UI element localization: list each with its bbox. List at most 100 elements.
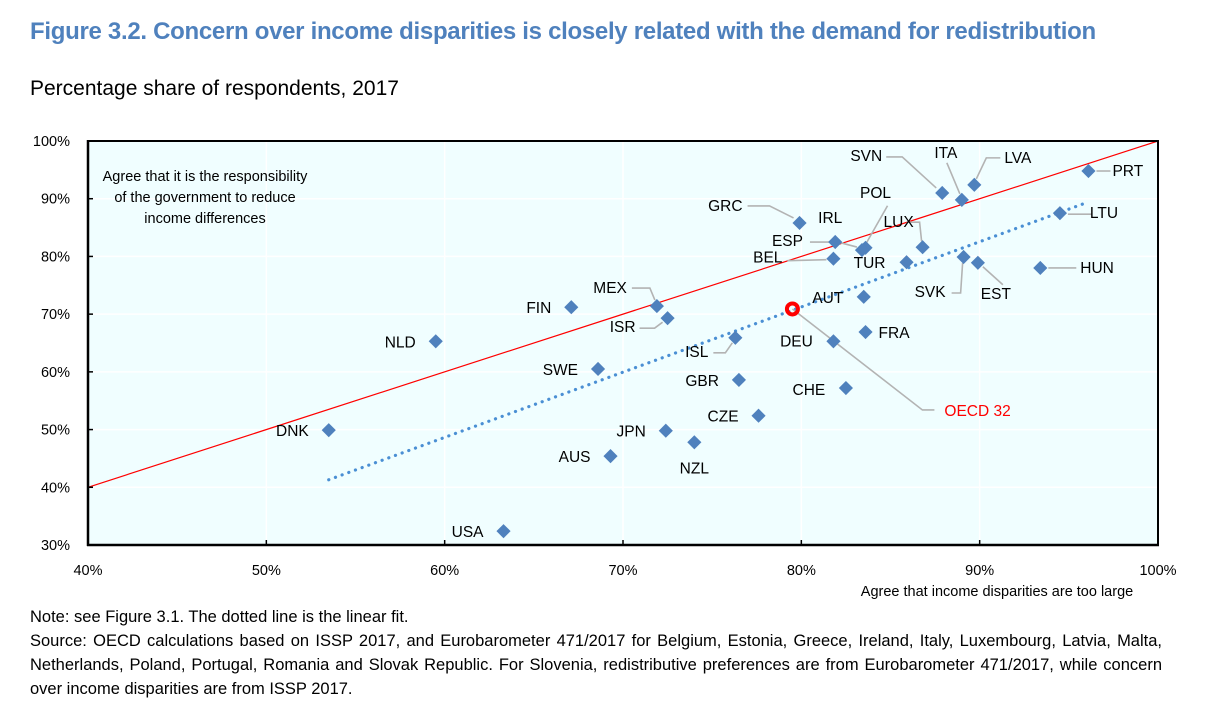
data-point-gbr bbox=[731, 372, 746, 388]
data-point-usa bbox=[496, 524, 511, 539]
y-axis-title-line: Agree that it is the responsibility bbox=[103, 169, 308, 185]
leader-line bbox=[865, 205, 889, 244]
y-tick-label: 100% bbox=[33, 134, 70, 150]
data-point-grc bbox=[792, 215, 807, 231]
x-tick-label: 90% bbox=[965, 563, 994, 579]
data-label-che: CHE bbox=[793, 382, 826, 399]
y-axis-title: Agree that it is the responsibility of th… bbox=[103, 169, 308, 227]
data-label-aus: AUS bbox=[559, 449, 591, 466]
data-label-svk: SVK bbox=[915, 284, 947, 301]
leader-line bbox=[747, 205, 794, 219]
data-point-jpn bbox=[658, 423, 673, 438]
data-label-fra: FRA bbox=[879, 325, 911, 342]
data-label-hun: HUN bbox=[1080, 260, 1114, 277]
data-label-svn: SVN bbox=[850, 148, 882, 165]
leader-line bbox=[946, 162, 961, 195]
data-label-grc: GRC bbox=[708, 198, 742, 215]
data-label-cze: CZE bbox=[708, 409, 739, 426]
data-point-dnk bbox=[321, 423, 336, 438]
data-label-aut: AUT bbox=[812, 290, 844, 307]
data-point-est bbox=[970, 255, 985, 270]
data-label-gbr: GBR bbox=[685, 373, 719, 390]
data-label-deu: DEU bbox=[780, 333, 813, 350]
leader-line bbox=[982, 266, 1004, 286]
data-label-isr: ISR bbox=[610, 319, 636, 336]
data-point-prt bbox=[1081, 163, 1096, 179]
leader-line bbox=[631, 287, 656, 301]
data-point-nzl bbox=[687, 435, 702, 450]
data-label-prt: PRT bbox=[1112, 163, 1143, 180]
data-labels: PRT LTU HUN LVA ITA SVN EST SVK LUX TUR POL ESP IRL B… bbox=[276, 145, 1144, 541]
y-tick-label: 90% bbox=[41, 192, 70, 208]
x-tick-label: 50% bbox=[252, 563, 281, 579]
data-label-lux: LUX bbox=[884, 214, 915, 231]
data-point-isl bbox=[728, 330, 743, 345]
figure-subtitle: Percentage share of respondents, 2017 bbox=[30, 77, 399, 100]
y-tick-label: 40% bbox=[41, 480, 70, 496]
data-label-fin: FIN bbox=[526, 300, 551, 317]
y-tick-label: 30% bbox=[41, 538, 70, 554]
y-tick-label: 50% bbox=[41, 423, 70, 439]
x-tick-label: 100% bbox=[1139, 563, 1176, 579]
data-point-cze bbox=[751, 408, 766, 423]
data-point-svn bbox=[935, 185, 950, 201]
leader-line bbox=[951, 262, 964, 294]
x-tick-label: 40% bbox=[73, 563, 102, 579]
data-points bbox=[321, 163, 1096, 539]
data-label-ita: ITA bbox=[934, 145, 958, 162]
leader-line bbox=[713, 342, 734, 354]
data-point-nld bbox=[428, 334, 443, 349]
x-tick-label: 60% bbox=[430, 563, 459, 579]
data-label-jpn: JPN bbox=[617, 424, 646, 441]
data-label-usa: USA bbox=[452, 524, 485, 541]
leader-line bbox=[639, 321, 664, 329]
data-point-deu bbox=[826, 334, 841, 349]
data-label-swe: SWE bbox=[543, 362, 578, 379]
leader-line bbox=[975, 157, 1001, 180]
data-label-nzl: NZL bbox=[680, 460, 710, 477]
data-label-tur: TUR bbox=[854, 255, 886, 272]
x-tick-label: 80% bbox=[787, 563, 816, 579]
x-tick-label: 70% bbox=[608, 563, 637, 579]
data-label-irl: IRL bbox=[818, 210, 843, 227]
linear-fit-line bbox=[327, 202, 1085, 482]
scatter-chart: PRT LTU HUN LVA ITA SVN EST SVK LUX TUR POL ESP IRL B… bbox=[33, 134, 1177, 600]
data-point-svk bbox=[956, 249, 971, 265]
y-tick-label: 60% bbox=[41, 365, 70, 381]
diagonal-line bbox=[87, 140, 1159, 488]
data-label-lva: LVA bbox=[1004, 150, 1032, 167]
data-label-nld: NLD bbox=[385, 334, 416, 351]
data-label-isl: ISL bbox=[685, 344, 709, 361]
y-tick-label: 70% bbox=[41, 307, 70, 323]
data-label-oecd-32: OECD 32 bbox=[944, 403, 1010, 420]
source-text: Source: OECD calculations based on ISSP … bbox=[30, 632, 1162, 698]
leader-line bbox=[787, 258, 827, 262]
data-point-fin bbox=[564, 300, 579, 315]
data-label-dnk: DNK bbox=[276, 423, 309, 440]
data-label-mex: MEX bbox=[593, 280, 627, 297]
data-point-tur bbox=[899, 255, 914, 270]
figure-title: Figure 3.2. Concern over income disparit… bbox=[30, 18, 1096, 45]
data-point-esp bbox=[854, 243, 870, 258]
data-label-est: EST bbox=[981, 286, 1012, 303]
data-point-hun bbox=[1033, 260, 1048, 276]
leader-line bbox=[886, 156, 937, 189]
y-tick-label: 80% bbox=[41, 249, 70, 265]
axes: 40% 50% 60% 70% 80% 90% 100%30%40%50%60%70%80%… bbox=[33, 134, 1177, 579]
data-point-che bbox=[838, 380, 853, 396]
leader-line bbox=[906, 221, 923, 242]
data-point-aus bbox=[603, 449, 618, 464]
data-point-aut bbox=[856, 289, 871, 304]
data-point-lux bbox=[915, 240, 930, 255]
data-point-mex bbox=[649, 298, 664, 314]
data-label-bel: BEL bbox=[753, 250, 783, 267]
data-label-esp: ESP bbox=[772, 233, 803, 250]
data-point-irl bbox=[828, 234, 843, 250]
data-point-oecd-32 bbox=[784, 301, 800, 317]
data-label-ltu: LTU bbox=[1090, 205, 1118, 222]
data-point-lva bbox=[967, 177, 982, 192]
data-point-bel bbox=[826, 251, 841, 266]
y-axis-title-line: of the government to reduce bbox=[114, 190, 295, 206]
data-point-isr bbox=[660, 311, 675, 326]
note-text: Note: see Figure 3.1. The dotted line is… bbox=[30, 608, 409, 626]
